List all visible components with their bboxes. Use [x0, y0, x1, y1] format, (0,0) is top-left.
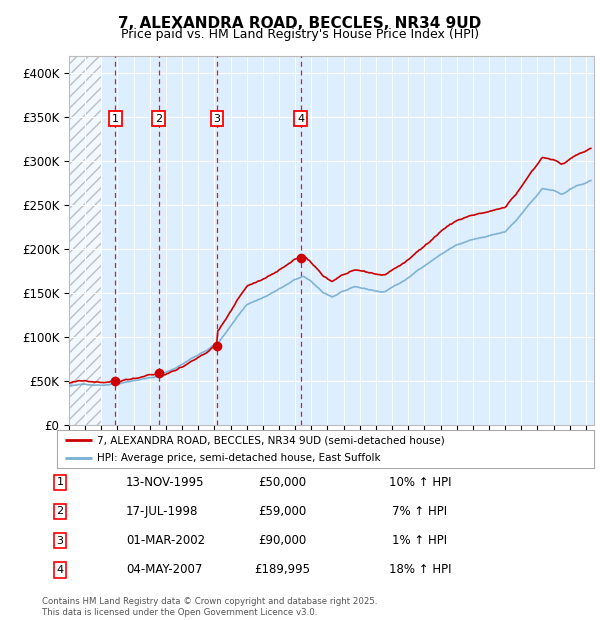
- Text: 10% ↑ HPI: 10% ↑ HPI: [389, 476, 451, 489]
- Text: £90,000: £90,000: [258, 534, 306, 547]
- Text: 1: 1: [112, 113, 119, 123]
- Text: 13-NOV-1995: 13-NOV-1995: [126, 476, 205, 489]
- Text: 04-MAY-2007: 04-MAY-2007: [126, 564, 202, 576]
- Text: £50,000: £50,000: [258, 476, 306, 489]
- Text: 7% ↑ HPI: 7% ↑ HPI: [392, 505, 448, 518]
- Text: 2: 2: [155, 113, 162, 123]
- Text: 1% ↑ HPI: 1% ↑ HPI: [392, 534, 448, 547]
- Text: 7, ALEXANDRA ROAD, BECCLES, NR34 9UD: 7, ALEXANDRA ROAD, BECCLES, NR34 9UD: [118, 16, 482, 30]
- Text: 4: 4: [56, 565, 64, 575]
- Text: £189,995: £189,995: [254, 564, 310, 576]
- Text: 18% ↑ HPI: 18% ↑ HPI: [389, 564, 451, 576]
- Text: 3: 3: [56, 536, 64, 546]
- Text: £59,000: £59,000: [258, 505, 306, 518]
- Text: 2: 2: [56, 507, 64, 516]
- Text: 17-JUL-1998: 17-JUL-1998: [126, 505, 199, 518]
- Text: 01-MAR-2002: 01-MAR-2002: [126, 534, 205, 547]
- Text: 4: 4: [297, 113, 304, 123]
- Bar: [69, 56, 101, 425]
- Text: 1: 1: [56, 477, 64, 487]
- Text: Contains HM Land Registry data © Crown copyright and database right 2025.
This d: Contains HM Land Registry data © Crown c…: [42, 598, 377, 617]
- Text: 7, ALEXANDRA ROAD, BECCLES, NR34 9UD (semi-detached house): 7, ALEXANDRA ROAD, BECCLES, NR34 9UD (se…: [97, 435, 445, 445]
- Text: 3: 3: [214, 113, 221, 123]
- Text: HPI: Average price, semi-detached house, East Suffolk: HPI: Average price, semi-detached house,…: [97, 453, 381, 464]
- Text: Price paid vs. HM Land Registry's House Price Index (HPI): Price paid vs. HM Land Registry's House …: [121, 28, 479, 41]
